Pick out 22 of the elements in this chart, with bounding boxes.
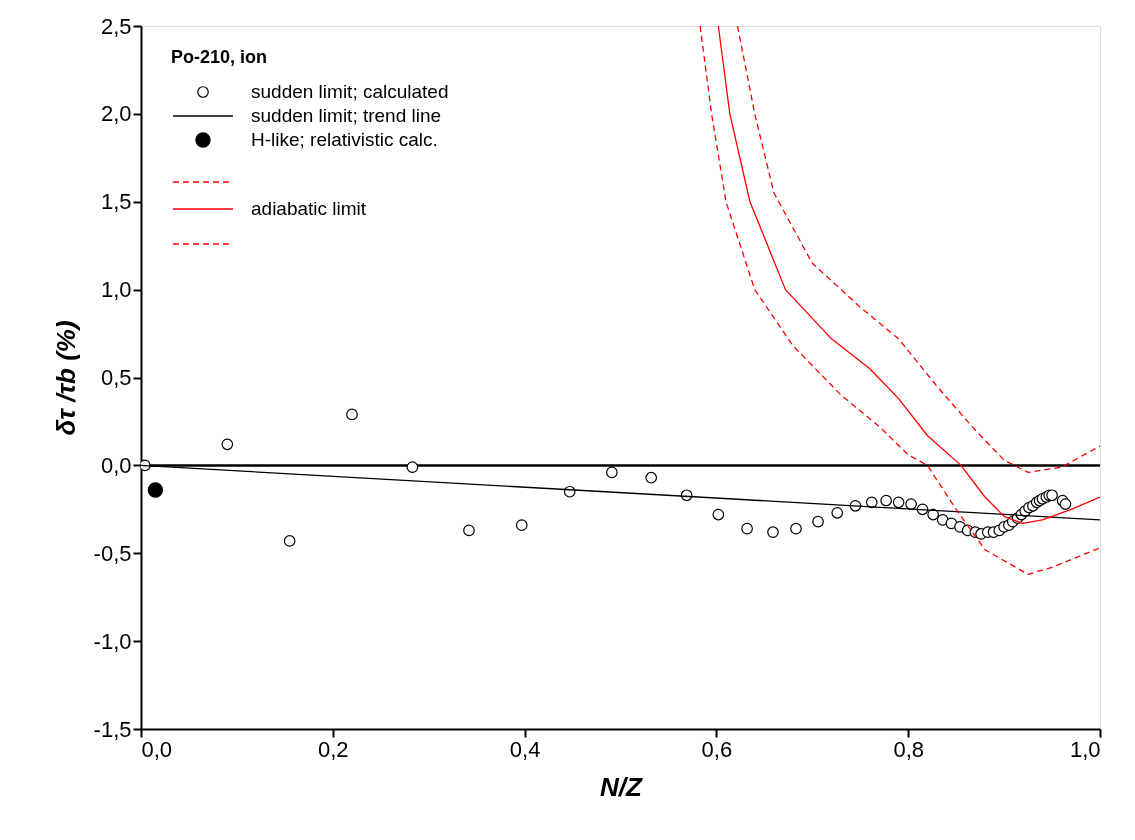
y-tick-label: 1,0 <box>100 277 132 303</box>
x-tick-label: 0,2 <box>318 736 349 762</box>
legend-label: sudden limit; trend line <box>251 105 442 126</box>
legend-title: Po-210, ion <box>171 47 268 67</box>
legend-label: sudden limit; calculated <box>251 81 449 102</box>
y-tick-label: -1,5 <box>93 716 132 742</box>
legend-label: adiabatic limit <box>251 198 367 219</box>
y-tick-label: 0,0 <box>100 452 132 478</box>
y-tick-label: 0,5 <box>100 365 132 390</box>
y-tick-label: -0,5 <box>93 540 132 566</box>
y-axis-title: δτ /τb (%) <box>50 320 81 436</box>
x-tick-label: 0,8 <box>893 736 924 762</box>
y-tick-label: 2,5 <box>100 13 132 39</box>
x-tick-label: 0,6 <box>701 736 733 762</box>
legend-label: H-like; relativistic calc. <box>251 129 438 150</box>
x-tick-label: 0,0 <box>141 736 173 762</box>
y-tick-label: 1,5 <box>100 189 132 215</box>
y-tick-label: 2,0 <box>100 101 132 127</box>
x-axis-title: N/Z <box>600 771 644 802</box>
x-tick-label: 1,0 <box>1069 736 1101 762</box>
x-tick-label: 0,4 <box>509 736 541 762</box>
y-tick-label: -1,0 <box>93 628 132 654</box>
